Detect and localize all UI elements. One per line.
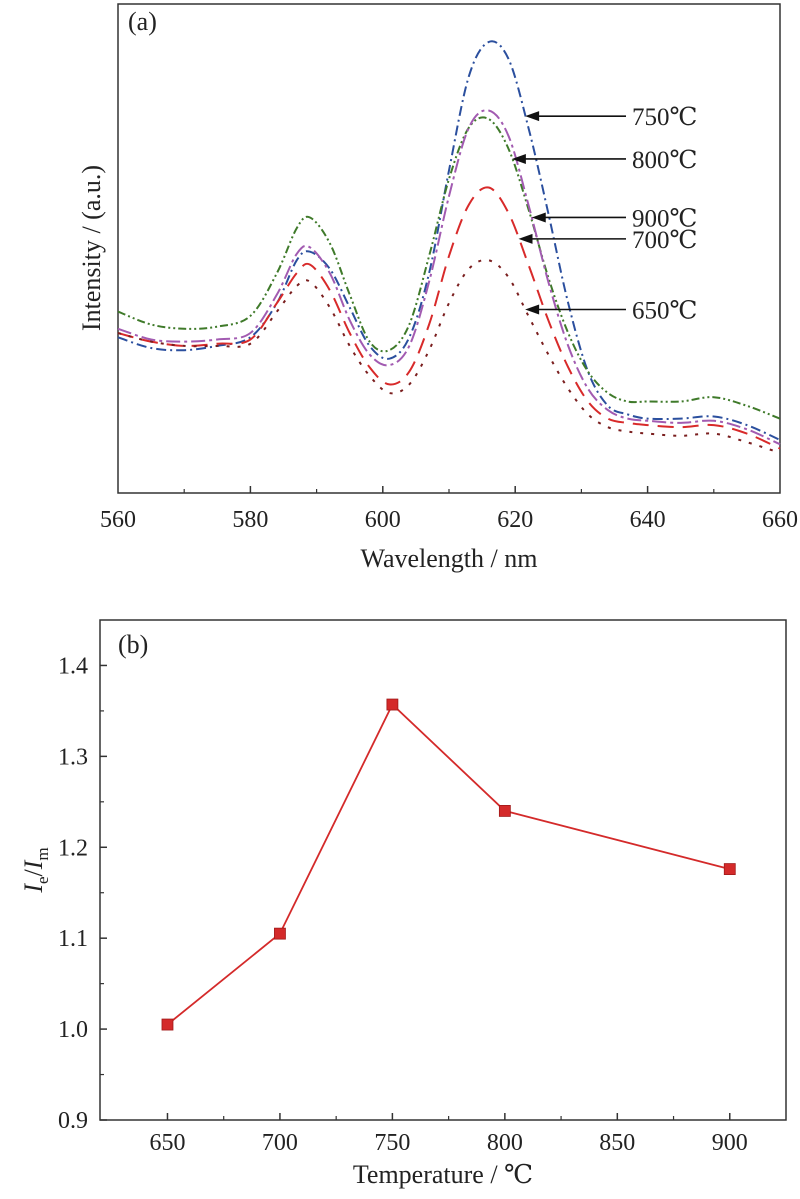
panel-a-x-tick-label: 640 — [630, 507, 666, 533]
annotation-label-0: 750℃ — [632, 104, 697, 131]
spectrum-line-series-3 — [117, 186, 781, 450]
panel-b-x-tick-label: 900 — [712, 1130, 748, 1156]
panel-b-y-tick-label: 1.3 — [58, 744, 88, 770]
ratio-line-0 — [166, 703, 731, 1026]
ratio-point — [274, 927, 286, 940]
spectrum-line-series-0 — [117, 40, 781, 441]
panel-b-y-tick-label: 1.1 — [58, 926, 88, 952]
annotation-label-1: 800℃ — [632, 147, 697, 174]
y-label-slash: / — [19, 868, 48, 876]
annotation-arrow-0 — [525, 111, 626, 122]
panel-a-x-tick-label: 660 — [762, 507, 798, 533]
spectrum-line-series-1 — [117, 116, 781, 420]
panel-b-y-axis-label: Ie/Im — [19, 847, 52, 893]
y-label-i2: I — [19, 859, 48, 870]
ratio-point — [386, 698, 399, 711]
annotation-label-3: 700℃ — [632, 227, 697, 254]
panel-b-x-tick-label: 750 — [374, 1130, 410, 1156]
annotation-label-4: 650℃ — [632, 298, 697, 325]
panel-b-y-tick-label: 0.9 — [58, 1108, 88, 1134]
panel-b-frame — [99, 619, 787, 1121]
panel-b-x-tick-label: 800 — [487, 1130, 523, 1156]
y-label-sub-e: e — [33, 876, 52, 884]
panel-b-series — [161, 698, 736, 1031]
panel-b-ratio: (b) 650 700 750 800 850 900 0.9 1.0 1.1 1.2 1.3 1.4… — [19, 619, 787, 1189]
annotation-arrow-4 — [525, 304, 626, 315]
panel-b-label: (b) — [118, 630, 148, 659]
annotation-label-2: 900℃ — [632, 205, 697, 232]
panel-b-y-tick-label: 1.2 — [58, 835, 88, 861]
panel-b-x-tick-label: 850 — [599, 1130, 635, 1156]
ratio-point — [498, 805, 511, 817]
annotation-arrow-1 — [511, 153, 626, 164]
spectrum-line-series-2 — [117, 109, 781, 446]
panel-a-x-tick-label: 620 — [497, 507, 533, 533]
panel-b-y-tick-label: 1.0 — [58, 1017, 88, 1043]
panel-b-y-tick-label: 1.4 — [58, 653, 88, 679]
panel-a-y-axis-label: Intensity / (a.u.) — [77, 165, 106, 331]
ratio-point — [161, 1018, 174, 1031]
panel-b-x-tick-label: 700 — [262, 1130, 298, 1156]
annotation-arrow-2 — [531, 212, 626, 223]
annotation-arrow-3 — [518, 233, 626, 244]
panel-a-x-axis-label: Wavelength / nm — [361, 544, 538, 573]
spectrum-line-series-4 — [117, 258, 781, 454]
panel-a-label: (a) — [128, 7, 157, 36]
panel-b-ticks: 650 700 750 800 850 900 0.9 1.0 1.1 1.2 1.3 1.4 — [58, 653, 748, 1156]
ratio-point — [723, 863, 736, 875]
panel-a-x-ticks: 560 580 600 620 640 660 — [100, 486, 798, 533]
panel-a-x-tick-label: 560 — [100, 507, 136, 533]
y-label-sub-m: m — [33, 847, 52, 860]
panel-b-x-axis-label: Temperature / ℃ — [353, 1160, 533, 1189]
panel-a-x-tick-label: 600 — [365, 507, 401, 533]
y-label-i1: I — [19, 883, 48, 894]
panel-b-x-tick-label: 650 — [149, 1130, 185, 1156]
panel-a-x-tick-label: 580 — [232, 507, 268, 533]
panel-a-series — [117, 40, 781, 454]
